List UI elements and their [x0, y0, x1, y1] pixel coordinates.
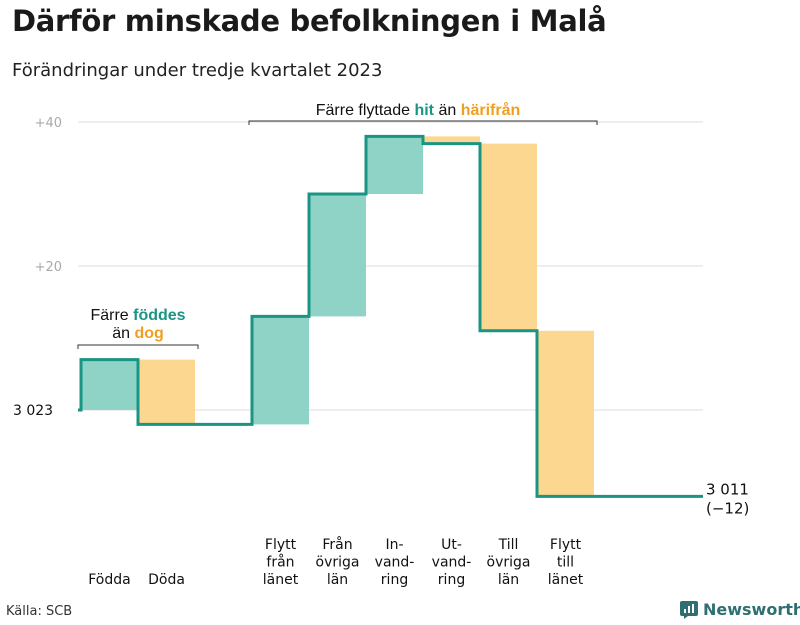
- source-note: Källa: SCB: [6, 604, 73, 619]
- category-label: Flytt: [265, 537, 297, 553]
- brand-logo: Newsworthy: [680, 600, 800, 619]
- category-label: län: [327, 572, 348, 588]
- start-value-label: 3 023: [13, 403, 53, 419]
- category-label: från: [266, 554, 294, 571]
- category-label: övriga: [316, 555, 360, 571]
- annotation-born-line2: än dog: [112, 325, 164, 342]
- chart-title: Därför minskade befolkningen i Malå: [12, 4, 607, 38]
- annotation-text-part: föddes: [129, 307, 186, 324]
- category-label: övriga: [487, 555, 531, 571]
- y-tick-label: +40: [35, 116, 62, 131]
- end-value-label: 3 011: [706, 480, 749, 498]
- annotation-text-part: dog: [130, 325, 164, 342]
- annotation-text-part: Färre flyttade: [316, 102, 410, 119]
- annotation-text-part: Färre: [90, 307, 128, 324]
- increase-bar: [252, 316, 309, 425]
- newsworthy-logo-icon: [680, 600, 698, 619]
- category-label: till: [557, 555, 574, 571]
- annotation-text-part: än: [112, 325, 130, 342]
- category-label: In-: [385, 537, 403, 553]
- category-label: länet: [263, 572, 299, 588]
- brand-name: Newsworthy: [703, 600, 800, 619]
- annotation-text-part: än: [434, 102, 456, 119]
- category-label: Födda: [88, 572, 130, 588]
- category-label: vand-: [375, 555, 415, 571]
- category-label: vand-: [432, 555, 472, 571]
- increase-bar: [366, 136, 423, 194]
- annotation-bracket: [248, 120, 598, 125]
- decrease-bar: [537, 330, 594, 497]
- annotation-born-line1: Färre föddes: [90, 307, 185, 324]
- decrease-bar: [480, 143, 537, 331]
- annotation-bracket: [77, 344, 199, 349]
- category-label: ring: [381, 572, 408, 588]
- chart-subtitle: Förändringar under tredje kvartalet 2023: [12, 60, 383, 81]
- category-label: Döda: [148, 572, 185, 588]
- category-label: ring: [438, 572, 465, 588]
- increase-bar: [309, 194, 366, 317]
- annotation-text-part: härifrån: [456, 101, 520, 119]
- annotation-text-part: hit: [410, 102, 435, 119]
- category-label: länet: [548, 572, 584, 588]
- y-tick-label: +20: [35, 260, 62, 275]
- end-change-label: (−12): [706, 499, 749, 517]
- category-label: län: [498, 572, 519, 588]
- running-total-line: [78, 134, 703, 498]
- category-label: Ut-: [441, 537, 462, 553]
- decrease-bar: [138, 359, 195, 425]
- annotation-migration: Färre flyttade hit än härifrån: [316, 101, 521, 119]
- category-label: Från: [322, 536, 352, 553]
- category-label: Flytt: [550, 537, 582, 553]
- increase-bar: [81, 359, 138, 410]
- category-label: Till: [498, 537, 519, 553]
- decrease-bar: [423, 136, 480, 144]
